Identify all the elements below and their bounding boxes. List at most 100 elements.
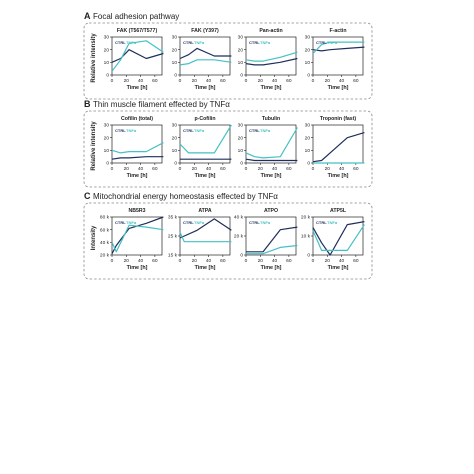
x-tick-label: 0 (179, 258, 182, 264)
x-tick-label: 60 (152, 258, 158, 264)
x-tick-label: 60 (286, 78, 292, 84)
y-tick-label: 30 (238, 35, 244, 41)
series-line-ctrl (111, 49, 164, 63)
legend-tnf: TNFα (194, 220, 205, 225)
x-tick-label: 20 (124, 166, 130, 172)
x-tick-label: 20 (258, 258, 264, 264)
legend-ctrl: CTRL (115, 40, 126, 45)
panel-title: Pan-actin (259, 28, 282, 34)
y-tick-label: 20 (238, 47, 244, 53)
x-tick-label: 0 (179, 166, 182, 172)
x-tick-label: 0 (245, 166, 248, 172)
panel-title: NB5R3 (128, 208, 145, 214)
panel-title: Tubulin (262, 116, 280, 122)
y-tick-label: 25 k (168, 234, 178, 240)
x-tick-label: 60 (353, 258, 359, 264)
plot-frame (179, 124, 231, 164)
x-tick-label: 20 (325, 166, 331, 172)
x-tick-label: 0 (111, 166, 114, 172)
panel-title: ATP5L (330, 208, 347, 214)
y-tick-label: 20 k (100, 253, 110, 259)
x-tick-label: 20 (192, 78, 198, 84)
series-line-tnf (245, 127, 298, 159)
x-tick-label: 20 (192, 258, 198, 264)
y-tick-label: 20 (104, 47, 110, 53)
x-tick-label: 40 (339, 166, 345, 172)
x-tick-label: 0 (312, 258, 315, 264)
panel-title: ATPO (264, 208, 278, 214)
x-axis-label: Time [h] (127, 265, 148, 271)
chart-panel: ATPO 0 20 40 60 Time [h] 0 20 k 40 k CTRL TNFα (234, 208, 298, 271)
x-tick-label: 0 (179, 78, 182, 84)
x-axis-label: Time [h] (261, 173, 282, 179)
panel-title: ATPA (198, 208, 212, 214)
legend-tnf: TNFα (194, 128, 205, 133)
x-tick-label: 60 (286, 166, 292, 172)
x-axis-label: Time [h] (127, 85, 148, 91)
y-axis-label: Relative intensity (91, 33, 97, 83)
x-tick-label: 20 (258, 166, 264, 172)
series-line-tnf (111, 224, 164, 253)
series-line-ctrl (245, 57, 298, 66)
chart-panel: Troponin (fast) 0 20 40 60 Time [h] 0 10 20 30 (305, 116, 365, 179)
chart-panel: p-Cofilin 0 20 40 60 Time [h] 0 10 20 30 CTRL TNFα (172, 116, 232, 179)
y-tick-label: 20 k (301, 215, 311, 221)
section-letter: A (84, 11, 91, 21)
legend-ctrl: CTRL (183, 40, 194, 45)
section-title: Mitochondrial energy homeostasis effecte… (93, 192, 278, 201)
legend-tnf: TNFα (260, 40, 271, 45)
series-line-tnf (111, 40, 164, 72)
series-line-ctrl (312, 46, 365, 52)
y-tick-label: 30 (305, 35, 311, 41)
series-line-tnf (245, 51, 298, 62)
x-tick-label: 40 (339, 78, 345, 84)
panel-title: Troponin (fast) (320, 116, 357, 122)
y-tick-label: 40 k (100, 240, 110, 246)
x-axis-label: Time [h] (328, 85, 349, 91)
chart-panel: ATP5L 0 20 40 60 Time [h] 0 10 k 20 k CTRL TNFα (301, 208, 365, 271)
y-tick-label: 0 (240, 73, 243, 79)
series-line-ctrl (179, 47, 232, 60)
y-tick-label: 20 (305, 135, 311, 141)
chart-panel: F-actin 0 20 40 60 Time [h] 0 10 20 30 CTRL TNFα (305, 28, 365, 91)
chart-panel: Tubulin 0 20 40 60 Time [h] 0 10 20 30 CTRL TNFα (238, 116, 298, 179)
x-tick-label: 0 (312, 78, 315, 84)
y-tick-label: 0 (174, 161, 177, 167)
x-tick-label: 20 (124, 258, 130, 264)
series-line-tnf (312, 224, 365, 251)
x-tick-label: 60 (353, 78, 359, 84)
x-tick-label: 40 (138, 78, 144, 84)
panel-title: Cofilin (total) (121, 116, 153, 122)
chart-panel: FAK (Y397) 0 20 40 60 Time [h] 0 10 20 30 CTRL TNFα (172, 28, 232, 91)
y-tick-label: 10 (104, 148, 110, 154)
y-tick-label: 10 (172, 148, 178, 154)
x-tick-label: 40 (206, 258, 212, 264)
legend-ctrl: CTRL (316, 40, 327, 45)
legend-ctrl: CTRL (183, 128, 194, 133)
x-axis-label: Time [h] (195, 173, 216, 179)
y-tick-label: 20 (172, 47, 178, 53)
legend-ctrl: CTRL (249, 220, 260, 225)
chart-panel: FAK (T567/T577) 0 20 40 60 Time [h] 0 10 20 30 CTR… (104, 28, 164, 91)
y-tick-label: 20 (104, 135, 110, 141)
x-tick-label: 60 (220, 166, 226, 172)
series-line-tnf (179, 124, 232, 154)
x-tick-label: 40 (272, 166, 278, 172)
y-tick-label: 0 (240, 161, 243, 167)
y-tick-label: 40 k (234, 215, 244, 221)
x-tick-label: 60 (152, 78, 158, 84)
legend-ctrl: CTRL (249, 128, 260, 133)
y-tick-label: 0 (174, 73, 177, 79)
y-tick-label: 0 (106, 161, 109, 167)
y-tick-label: 30 (104, 35, 110, 41)
x-tick-label: 20 (325, 78, 331, 84)
x-tick-label: 40 (138, 166, 144, 172)
legend-ctrl: CTRL (316, 220, 327, 225)
y-tick-label: 10 (238, 148, 244, 154)
section-title: Focal adhesion pathway (93, 12, 179, 21)
y-tick-label: 30 (238, 123, 244, 129)
y-tick-label: 0 (307, 253, 310, 259)
x-tick-label: 20 (258, 78, 264, 84)
x-tick-label: 40 (272, 78, 278, 84)
legend-tnf: TNFα (126, 40, 137, 45)
